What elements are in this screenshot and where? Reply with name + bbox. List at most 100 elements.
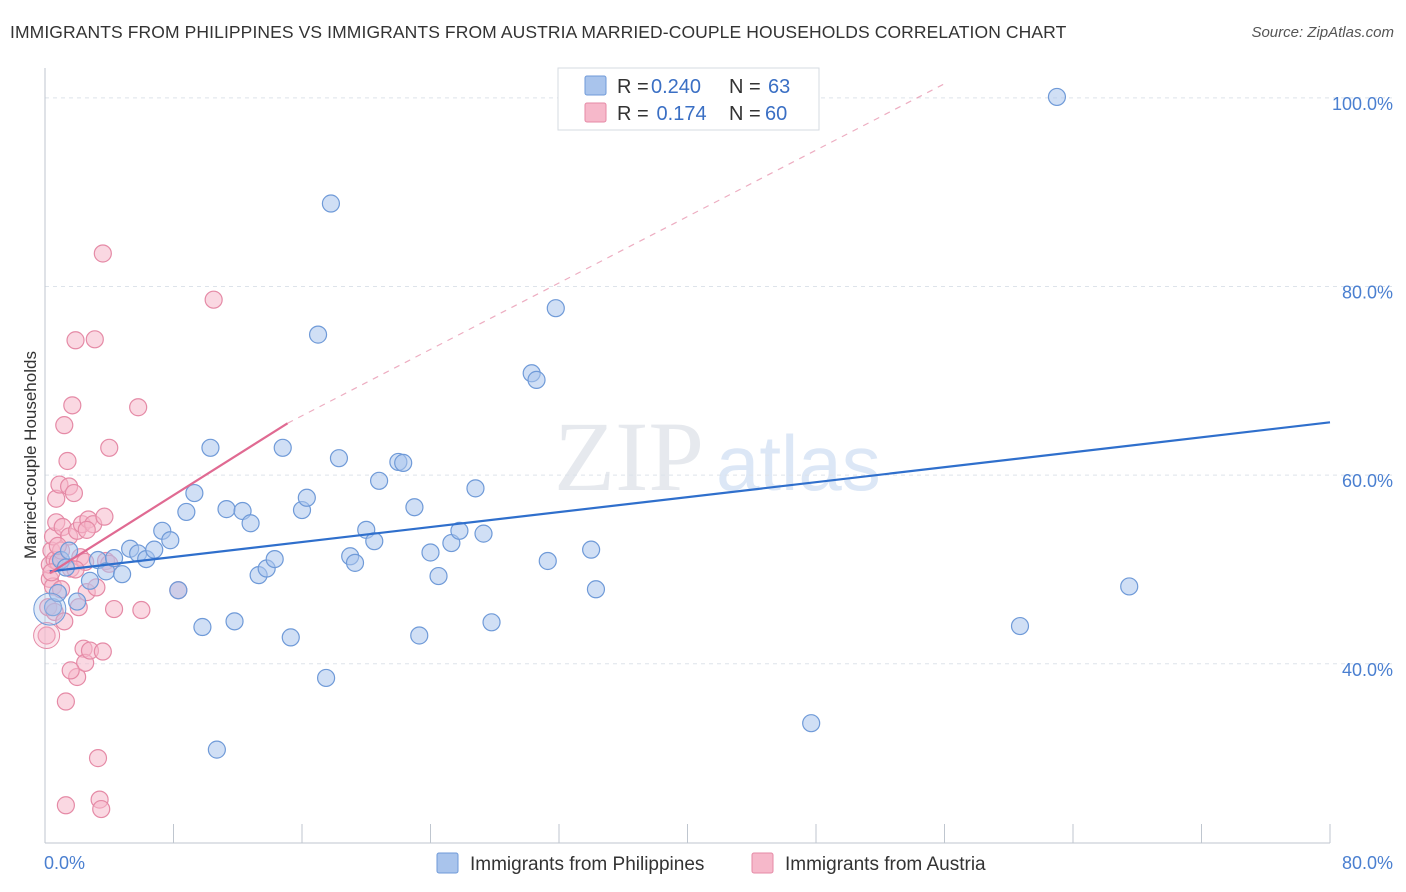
philippines-point	[225, 612, 244, 631]
philippines-trend-line	[49, 421, 1331, 573]
series-legend-label-austria: Immigrants from Austria	[785, 854, 986, 875]
philippines-point	[68, 592, 87, 611]
austria-point	[55, 612, 74, 631]
austria-point	[100, 438, 119, 457]
philippines-point	[329, 449, 349, 468]
legend-n-value-austria: 60	[765, 103, 787, 125]
philippines-point	[321, 194, 341, 213]
philippines-point	[161, 531, 180, 550]
austria-point	[66, 331, 85, 350]
legend-swatch-austria	[584, 102, 607, 123]
philippines-point	[394, 453, 413, 472]
philippines-point	[1120, 577, 1139, 596]
philippines-point	[586, 580, 606, 599]
philippines-point	[193, 617, 212, 637]
philippines-point	[308, 325, 328, 344]
philippines-point	[405, 498, 424, 517]
y-tick-label: 60.0%	[1342, 471, 1393, 491]
philippines-point	[546, 299, 565, 318]
y-tick-labels: 40.0% 60.0% 80.0% 100.0%	[1332, 94, 1393, 680]
austria-point	[55, 416, 74, 435]
series-legend-label-philippines: Immigrants from Philippines	[470, 854, 704, 875]
austria-point	[56, 692, 75, 711]
austria-point	[37, 626, 56, 645]
watermark-atlas: atlas	[716, 419, 881, 507]
legend-r-label-austria: R =	[617, 103, 649, 125]
philippines-point-cluster	[33, 592, 67, 626]
y-tick-label: 80.0%	[1342, 283, 1393, 303]
austria-trend-extension	[287, 83, 945, 424]
philippines-point	[421, 543, 440, 562]
axes	[44, 68, 1331, 844]
austria-point	[92, 799, 111, 819]
philippines-point	[185, 483, 204, 503]
x-tick-labels: 0.0% 80.0%	[44, 853, 1393, 873]
series-legend-swatch-philippines	[436, 852, 459, 874]
philippines-point	[1010, 616, 1030, 636]
philippines-point	[281, 628, 300, 647]
austria-point	[93, 244, 112, 263]
philippines-point	[527, 370, 546, 389]
austria-point	[77, 520, 96, 539]
y-tick-label: 40.0%	[1342, 660, 1393, 680]
austria-points	[33, 244, 223, 819]
philippines-points	[33, 87, 1139, 759]
watermark: ZIP atlas	[554, 401, 881, 512]
legend-n-label-philippines: N =	[729, 76, 761, 98]
source-label: Source: ZipAtlas.com	[1251, 24, 1394, 41]
y-tick-label: 100.0%	[1332, 94, 1393, 114]
philippines-point	[1047, 87, 1067, 107]
philippines-point	[177, 502, 196, 522]
chart-title: IMMIGRANTS FROM PHILIPPINES VS IMMIGRANT…	[10, 22, 1067, 42]
philippines-point	[112, 565, 132, 584]
philippines-point	[316, 668, 336, 688]
austria-point	[104, 599, 124, 619]
austria-point	[63, 396, 82, 415]
philippines-point	[370, 471, 389, 490]
philippines-point	[273, 438, 292, 457]
philippines-point	[59, 541, 79, 560]
austria-point	[64, 483, 84, 503]
x-tick-label: 80.0%	[1342, 853, 1393, 873]
philippines-point	[217, 500, 236, 519]
legend-r-label-philippines: R =	[617, 76, 649, 98]
philippines-point	[80, 571, 100, 590]
philippines-point	[466, 479, 485, 498]
legend-n-value-philippines: 63	[768, 76, 790, 98]
austria-point	[58, 451, 77, 471]
philippines-point	[802, 714, 821, 733]
series-legend: Immigrants from Philippines Immigrants f…	[436, 852, 986, 875]
austria-point-cluster	[33, 621, 61, 649]
philippines-point	[410, 626, 429, 645]
philippines-point	[297, 488, 316, 507]
philippines-point	[429, 566, 448, 586]
austria-point	[88, 749, 108, 768]
series-legend-swatch-austria	[751, 852, 774, 874]
philippines-point	[145, 540, 164, 559]
austria-point	[61, 661, 80, 680]
austria-point	[132, 600, 151, 620]
philippines-point	[265, 549, 284, 569]
austria-trend-line	[49, 422, 289, 575]
x-tick-label: 0.0%	[44, 853, 85, 873]
legend-swatch-philippines	[584, 75, 607, 96]
austria-point	[56, 796, 75, 815]
philippines-point	[345, 553, 365, 572]
legend-r-value-philippines: 0.240	[651, 76, 701, 98]
philippines-point	[201, 438, 220, 457]
austria-point	[95, 507, 114, 526]
philippines-point	[241, 514, 260, 533]
watermark-zip: ZIP	[554, 401, 704, 512]
philippines-point	[474, 524, 493, 543]
y-axis-label: Married-couple Households	[21, 351, 40, 559]
trend-lines	[49, 83, 1331, 575]
philippines-point	[169, 581, 188, 600]
philippines-point	[450, 521, 469, 540]
austria-point	[204, 290, 223, 309]
philippines-point	[482, 613, 501, 632]
austria-point	[129, 398, 148, 417]
legend-r-value-austria: 0.174	[651, 103, 707, 125]
philippines-point	[538, 551, 557, 571]
austria-point	[93, 642, 112, 661]
